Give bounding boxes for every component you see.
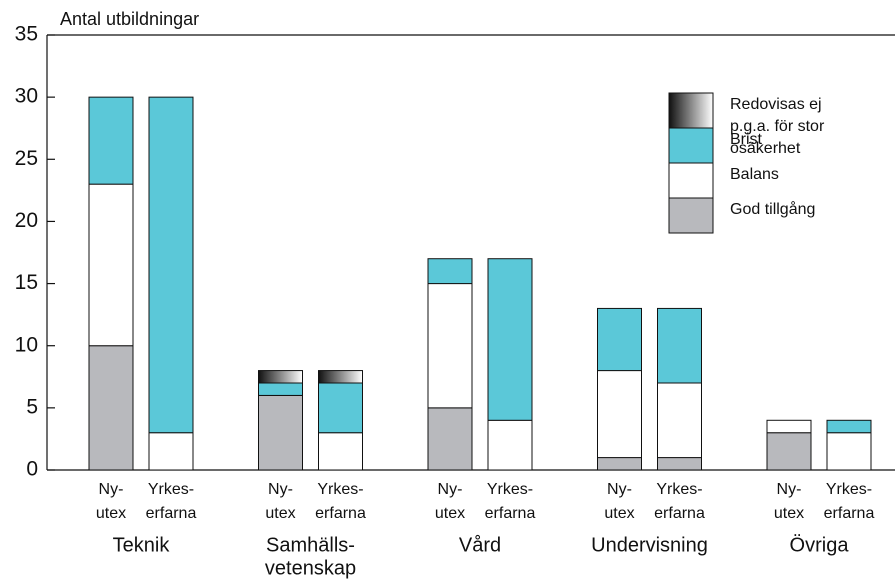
bar-segment — [657, 457, 702, 471]
x-tick-label: Yrkes- — [656, 481, 702, 498]
group-label: vetenskap — [265, 557, 356, 579]
y-tick-label: 0 — [26, 458, 38, 481]
bar-segment — [427, 407, 473, 471]
y-tick-label: 30 — [15, 85, 38, 108]
bar-segment — [766, 419, 812, 434]
x-tick-label: erfarna — [315, 505, 366, 522]
bar-segment — [88, 345, 134, 471]
legend-swatch — [668, 162, 714, 199]
legend-swatch — [668, 92, 714, 129]
x-tick-label: Yrkes- — [148, 481, 194, 498]
bar-segment — [427, 283, 473, 409]
legend-label: p.g.a. för stor — [730, 118, 825, 135]
bar-segment — [88, 96, 134, 185]
x-tick-label: Ny- — [777, 481, 802, 498]
legend-label: Brist — [730, 131, 763, 148]
group-label: Undervisning — [591, 534, 708, 556]
y-tick-label: 35 — [15, 23, 38, 46]
legend-label: osäkerhet — [730, 140, 801, 157]
bar-segment — [597, 457, 642, 471]
y-axis-label: Antal utbildningar — [60, 9, 199, 29]
bar-segment — [148, 96, 194, 434]
bar-segment — [487, 419, 533, 471]
x-tick-label: utex — [435, 505, 465, 522]
bar-segment — [826, 419, 872, 434]
x-tick-label: utex — [774, 505, 804, 522]
legend-label: God tillgång — [730, 200, 815, 218]
y-tick-label: 15 — [15, 271, 38, 294]
bar-segment — [88, 183, 134, 347]
bar-segment — [826, 432, 872, 471]
bar-segment — [258, 370, 303, 384]
group-label: Vård — [459, 534, 501, 556]
x-tick-label: Ny- — [438, 481, 463, 498]
x-tick-label: Yrkes- — [826, 481, 872, 498]
x-tick-label: Yrkes- — [317, 481, 363, 498]
bar-segment — [427, 258, 473, 285]
bar-segment — [766, 432, 812, 471]
bar-segment — [597, 370, 642, 459]
x-tick-label: Yrkes- — [487, 481, 533, 498]
bar-segment — [258, 382, 303, 396]
bar-segment — [487, 258, 533, 421]
x-tick-label: erfarna — [146, 505, 197, 522]
group-label: Övriga — [790, 534, 850, 556]
legend-label: Redovisas ej — [730, 96, 822, 113]
group-label: Teknik — [113, 534, 171, 556]
x-tick-label: utex — [265, 505, 295, 522]
legend-swatch — [668, 127, 714, 164]
y-tick-label: 20 — [15, 209, 38, 232]
y-tick-label: 5 — [26, 395, 38, 418]
group-label: Samhälls- — [266, 534, 355, 556]
legend-swatch — [668, 197, 714, 234]
x-tick-label: Ny- — [268, 481, 293, 498]
x-tick-label: utex — [96, 505, 126, 522]
bar-segment — [657, 307, 702, 384]
bar-segment — [258, 394, 303, 471]
bar-segment — [318, 382, 363, 434]
x-tick-label: erfarna — [654, 505, 705, 522]
bar-segment — [318, 370, 363, 384]
bar-segment — [148, 432, 194, 471]
x-tick-label: utex — [604, 505, 634, 522]
y-tick-label: 25 — [15, 147, 38, 170]
x-tick-label: Ny- — [99, 481, 124, 498]
x-tick-label: erfarna — [485, 505, 536, 522]
x-tick-label: Ny- — [607, 481, 632, 498]
x-tick-label: erfarna — [824, 505, 875, 522]
legend-label: Balans — [730, 166, 779, 183]
bar-segment — [597, 307, 642, 372]
bar-segment — [657, 382, 702, 459]
y-tick-label: 10 — [15, 333, 38, 356]
bar-segment — [318, 432, 363, 471]
